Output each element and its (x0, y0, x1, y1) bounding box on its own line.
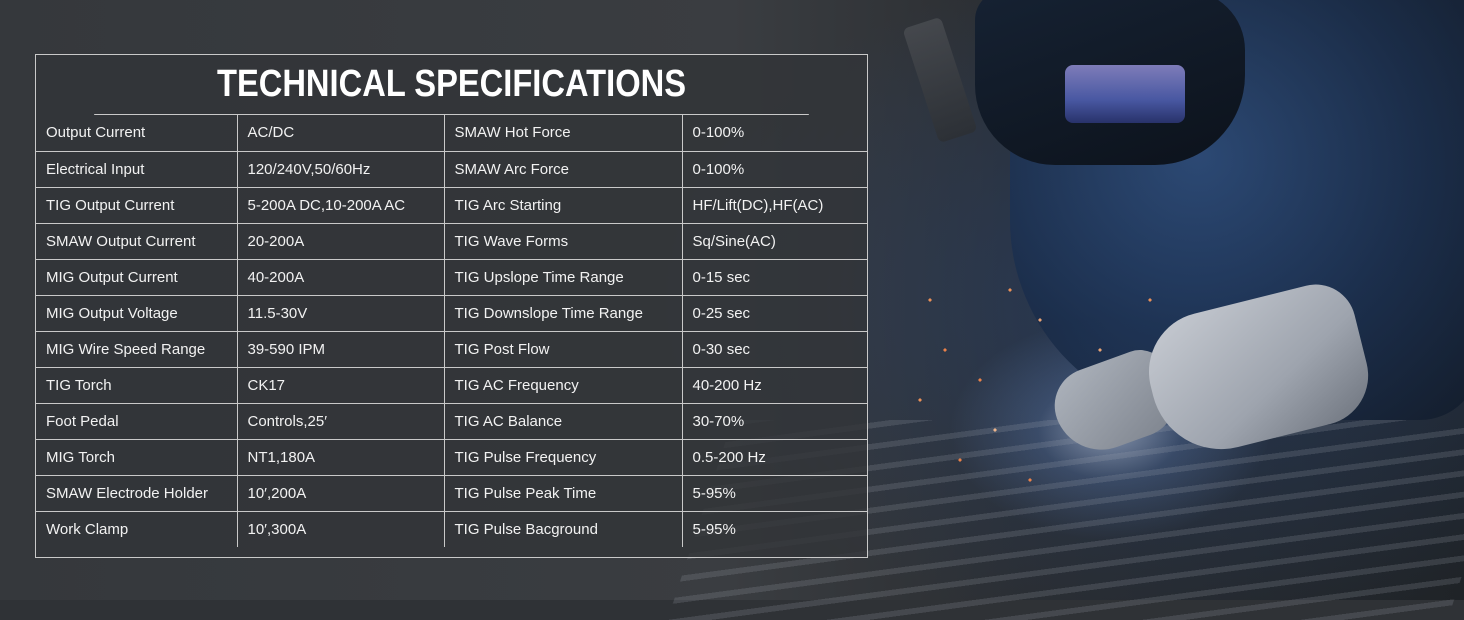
spec-value: 0-30 sec (681, 330, 867, 368)
spec-row: MIG Output Current 40-200A TIG Upslope Tim… (36, 258, 867, 296)
spec-label: TIG Torch (36, 366, 238, 404)
spec-row: Output Current AC/DC SMAW Hot Force 0-100% (36, 115, 867, 152)
spec-value: 5-95% (681, 510, 867, 547)
spec-row: MIG Wire Speed Range 39-590 IPM TIG Post F… (36, 330, 867, 368)
spec-row: MIG Torch NT1,180A TIG Pulse Frequency 0.5-… (36, 438, 867, 476)
spec-value: Controls,25′ (236, 402, 445, 440)
spec-label: TIG AC Balance (443, 402, 683, 440)
spec-label: Work Clamp (36, 510, 238, 547)
spec-panel: TECHNICAL SPECIFICATIONS Output Current A… (35, 54, 868, 558)
spec-value: 40-200A (236, 258, 445, 296)
spec-label: Output Current (36, 115, 238, 152)
spec-row: Electrical Input 120/240V,50/60Hz SMAW Arc… (36, 150, 867, 188)
spec-row: SMAW Electrode Holder 10′,200A TIG Pulse P… (36, 474, 867, 512)
spec-value: 0-15 sec (681, 258, 867, 296)
spec-row: TIG Output Current 5-200A DC,10-200A AC TI… (36, 186, 867, 224)
spec-row: Work Clamp 10′,300A TIG Pulse Bacground 5-9… (36, 510, 867, 547)
spec-row: SMAW Output Current 20-200A TIG Wave Forms… (36, 222, 867, 260)
spec-label: MIG Output Current (36, 258, 238, 296)
spec-value: 5-200A DC,10-200A AC (236, 186, 445, 224)
spec-label: TIG Pulse Bacground (443, 510, 683, 547)
spec-value: 5-95% (681, 474, 867, 512)
spec-label: Electrical Input (36, 150, 238, 188)
spec-value: 20-200A (236, 222, 445, 260)
spec-value: 0-100% (681, 150, 867, 188)
spec-value: 10′,200A (236, 474, 445, 512)
spec-value: 39-590 IPM (236, 330, 445, 368)
spec-label: SMAW Output Current (36, 222, 238, 260)
spec-row: Foot Pedal Controls,25′ TIG AC Balance 30-7… (36, 402, 867, 440)
spec-value: 11.5-30V (236, 294, 445, 332)
spec-value: 40-200 Hz (681, 366, 867, 404)
spec-label: TIG Downslope Time Range (443, 294, 683, 332)
spec-label: MIG Output Voltage (36, 294, 238, 332)
spec-label: TIG Upslope Time Range (443, 258, 683, 296)
spec-label: SMAW Hot Force (443, 115, 683, 152)
spec-label: Foot Pedal (36, 402, 238, 440)
spec-value: HF/Lift(DC),HF(AC) (681, 186, 867, 224)
spec-value: AC/DC (236, 115, 445, 152)
spec-label: TIG Output Current (36, 186, 238, 224)
spec-label: TIG Wave Forms (443, 222, 683, 260)
spec-label: MIG Wire Speed Range (36, 330, 238, 368)
spec-value: CK17 (236, 366, 445, 404)
spec-value: 0-25 sec (681, 294, 867, 332)
spec-label: TIG Pulse Frequency (443, 438, 683, 476)
spec-label: TIG AC Frequency (443, 366, 683, 404)
spec-row: TIG Torch CK17 TIG AC Frequency 40-200 Hz (36, 366, 867, 404)
spec-value: 0.5-200 Hz (681, 438, 867, 476)
spec-label: TIG Arc Starting (443, 186, 683, 224)
spec-title: TECHNICAL SPECIFICATIONS (94, 55, 809, 115)
spec-label: TIG Pulse Peak Time (443, 474, 683, 512)
spec-label: MIG Torch (36, 438, 238, 476)
spec-label: SMAW Electrode Holder (36, 474, 238, 512)
helmet-visor (1065, 65, 1185, 123)
spec-table-body: Output Current AC/DC SMAW Hot Force 0-100% E… (36, 115, 867, 547)
spec-value: 0-100% (681, 115, 867, 152)
spec-value: 10′,300A (236, 510, 445, 547)
spec-table: Output Current AC/DC SMAW Hot Force 0-100% E… (36, 115, 867, 547)
spec-value: 120/240V,50/60Hz (236, 150, 445, 188)
spec-label: TIG Post Flow (443, 330, 683, 368)
spec-row: MIG Output Voltage 11.5-30V TIG Downslope … (36, 294, 867, 332)
spec-label: SMAW Arc Force (443, 150, 683, 188)
spec-value: 30-70% (681, 402, 867, 440)
spec-value: NT1,180A (236, 438, 445, 476)
spec-value: Sq/Sine(AC) (681, 222, 867, 260)
